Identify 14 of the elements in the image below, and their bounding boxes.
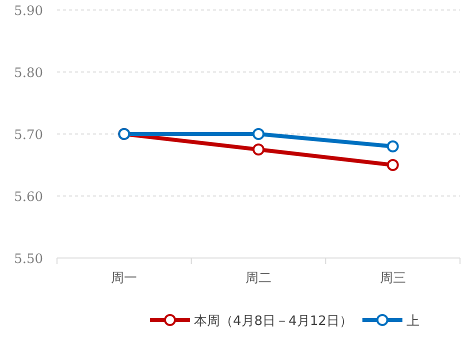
point [386,140,399,152]
y-tick-label: 5.60 [14,190,43,205]
x-tick-label: 周二 [246,271,272,286]
legend-label: 上 [406,314,420,329]
legend-label: 本周（4月8日－4月12日） [194,314,352,329]
y-tick-label: 5.80 [14,66,43,81]
point [386,159,399,171]
point [252,144,264,156]
x-tick-label: 周一 [111,271,138,286]
x-tick-label: 周三 [380,271,406,286]
y-tick-label: 5.90 [14,4,43,19]
y-tick-label: 5.70 [14,128,43,143]
y-tick-label: 5.50 [14,252,43,267]
point [252,128,264,140]
